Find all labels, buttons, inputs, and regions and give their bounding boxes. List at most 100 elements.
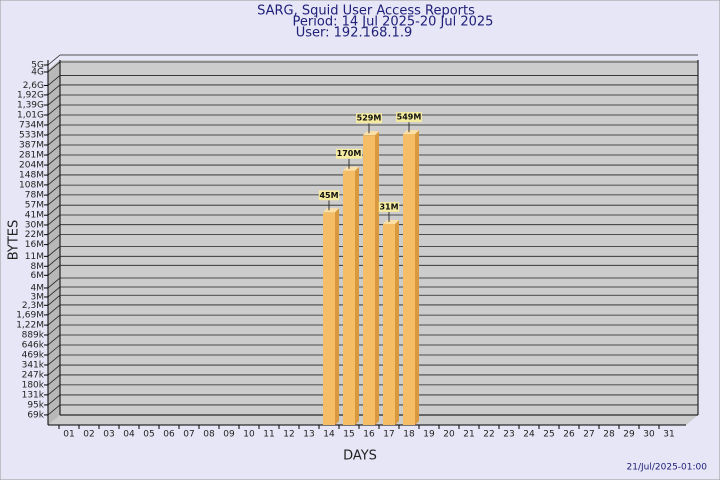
x-tick-label: 10 (243, 430, 255, 440)
y-tick-label: 1,69M (16, 310, 44, 320)
bar (363, 135, 375, 425)
bar-top (343, 166, 359, 171)
grid-line (47, 286, 61, 298)
grid-line (47, 84, 61, 96)
y-tick-label: 148M (19, 171, 44, 181)
grid-line (47, 144, 61, 156)
grid-line (47, 61, 61, 73)
x-tick-label: 13 (303, 430, 314, 440)
x-tick-label: 20 (443, 430, 455, 440)
grid-line (47, 124, 61, 136)
grid-line (47, 294, 61, 306)
y-tick-label: 1,39G (17, 101, 44, 111)
grid-line (47, 374, 61, 386)
y-tick-label: 69k (27, 410, 44, 420)
grid-line (47, 255, 61, 267)
y-tick-label: 469k (22, 351, 45, 361)
x-tick-label: 02 (83, 430, 94, 440)
y-tick-label: 281M (19, 151, 44, 161)
grid-line (47, 94, 61, 106)
label-box (356, 113, 382, 124)
y-tick-label: 108M (19, 180, 44, 190)
value-label: 31M (379, 202, 398, 211)
y-tick-label: 2,3M (22, 301, 44, 311)
y-tick-label: 533M (19, 131, 44, 141)
grid-line (47, 277, 61, 289)
x-tick-label: 08 (203, 430, 215, 440)
grid-line (47, 384, 61, 396)
grid-line (47, 364, 61, 376)
y-tick-label: 2,6G (23, 81, 44, 91)
x-tick-label: 11 (263, 430, 274, 440)
y-tick-label: 889k (22, 331, 45, 341)
grid-line (47, 264, 61, 276)
footer: 21/Jul/2025-01:00 (627, 463, 708, 473)
grid-line (47, 104, 61, 116)
grid-line (47, 154, 61, 166)
grid-line (47, 164, 61, 176)
bar-top (383, 219, 399, 224)
y-tick-label: 4G (31, 67, 44, 77)
grid-line (47, 134, 61, 146)
y-tick-label: 387M (19, 141, 44, 151)
x-tick-label: 19 (423, 430, 435, 440)
bar (323, 212, 335, 425)
bar-top (403, 130, 419, 135)
y-tick-label: 41M (25, 211, 44, 221)
grid-line (47, 304, 61, 316)
y-tick-label: 4M (31, 283, 45, 293)
user-label: User: 192.168.1.9 (296, 26, 412, 41)
x-tick-label: 27 (583, 430, 594, 440)
bar-side (395, 219, 399, 425)
y-tick-label: 95k (27, 400, 44, 410)
x-tick-label: 07 (183, 430, 194, 440)
y-axis-label: BYTES (7, 220, 22, 261)
y-tick-label: 1,92G (17, 90, 44, 100)
grid-line (47, 194, 61, 206)
y-tick-label: 57M (25, 200, 44, 210)
x-tick-label: 18 (403, 430, 415, 440)
x-tick-label: 29 (623, 430, 635, 440)
x-tick-label: 24 (523, 430, 535, 440)
y-tick-label: 646k (22, 340, 45, 350)
grid-line (47, 214, 61, 226)
y-tick-label: 131k (22, 390, 45, 400)
plot-wall (48, 60, 60, 425)
grid-line (47, 234, 61, 245)
x-tick-label: 25 (543, 430, 554, 440)
x-tick-label: 14 (323, 430, 335, 440)
y-tick-label: 22M (25, 230, 44, 240)
grid-line (47, 54, 61, 66)
bar (383, 223, 395, 425)
y-tick-label: 6M (31, 271, 45, 281)
y-tick-label: 30M (25, 220, 44, 230)
grid-line (47, 174, 61, 186)
y-tick-label: 8M (31, 262, 45, 272)
bar-side (335, 208, 339, 425)
y-tick-label: 1,22M (16, 321, 44, 331)
y-tick-label: 204M (19, 161, 44, 171)
grid-line (47, 114, 61, 126)
x-tick-label: 31 (663, 430, 674, 440)
x-tick-label: 16 (363, 430, 375, 440)
value-label: 549M (397, 113, 422, 122)
bar-top (323, 208, 339, 213)
x-tick-label: 30 (643, 430, 655, 440)
x-tick-label: 06 (163, 430, 175, 440)
grid-line (47, 334, 61, 346)
x-tick-label: 04 (123, 430, 135, 440)
x-tick-label: 26 (563, 430, 575, 440)
label-box (396, 112, 422, 123)
y-tick-label: 180k (22, 380, 45, 390)
value-label: 45M (319, 191, 338, 200)
x-tick-label: 22 (483, 430, 494, 440)
bar-side (355, 166, 359, 425)
value-label: 170M (337, 149, 362, 158)
bar (343, 170, 355, 425)
grid-line (47, 344, 61, 356)
bar-side (375, 131, 379, 425)
chart-title: SARG, Squid User Access Reports (257, 4, 475, 19)
x-tick-label: 21 (463, 430, 474, 440)
y-tick-label: 78M (25, 191, 44, 201)
